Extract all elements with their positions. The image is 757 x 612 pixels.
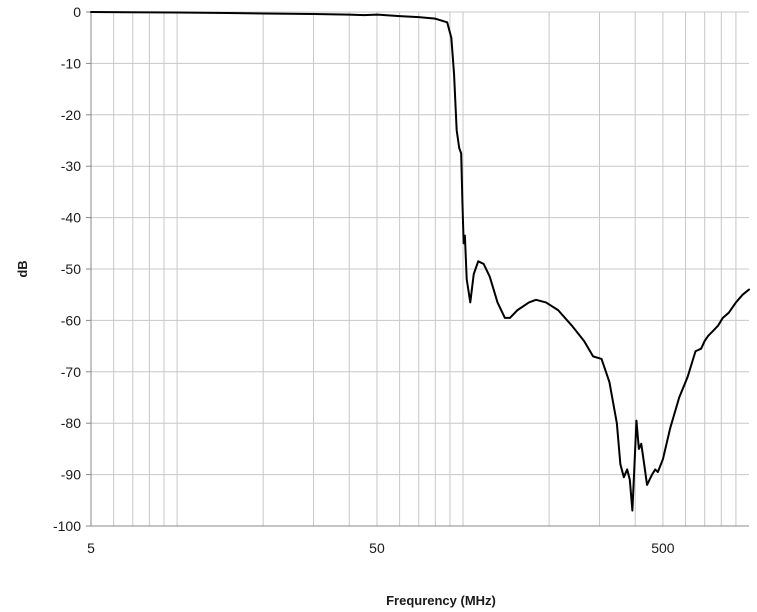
y-tick-label: -100 xyxy=(53,518,81,534)
x-tick-label: 500 xyxy=(651,540,675,556)
series-line xyxy=(90,11,750,512)
axes xyxy=(86,11,749,527)
x-tick-label: 5 xyxy=(87,540,95,556)
y-tick-label: 0 xyxy=(73,4,81,20)
y-tick-label: -70 xyxy=(61,364,81,380)
grid-lines xyxy=(91,11,749,526)
y-tick-label: -90 xyxy=(61,467,81,483)
y-tick-label: -20 xyxy=(61,107,81,123)
y-tick-label: -30 xyxy=(61,158,81,174)
y-tick-labels: 0 -10 -20 -30 -40 -50 -60 -70 -80 -90 -100 xyxy=(53,4,81,534)
y-tick-label: -80 xyxy=(61,415,81,431)
y-tick-label: -10 xyxy=(61,55,81,71)
series-layer xyxy=(90,11,750,512)
y-tick-label: -50 xyxy=(61,261,81,277)
y-tick-label: -40 xyxy=(61,210,81,226)
y-tick-label: -60 xyxy=(61,312,81,328)
y-axis-label: dB xyxy=(15,260,30,277)
x-tick-label: 50 xyxy=(369,540,385,556)
x-axis-label: Frequrency (MHz) xyxy=(386,593,496,608)
x-tick-labels: 5 50 500 xyxy=(87,540,675,556)
